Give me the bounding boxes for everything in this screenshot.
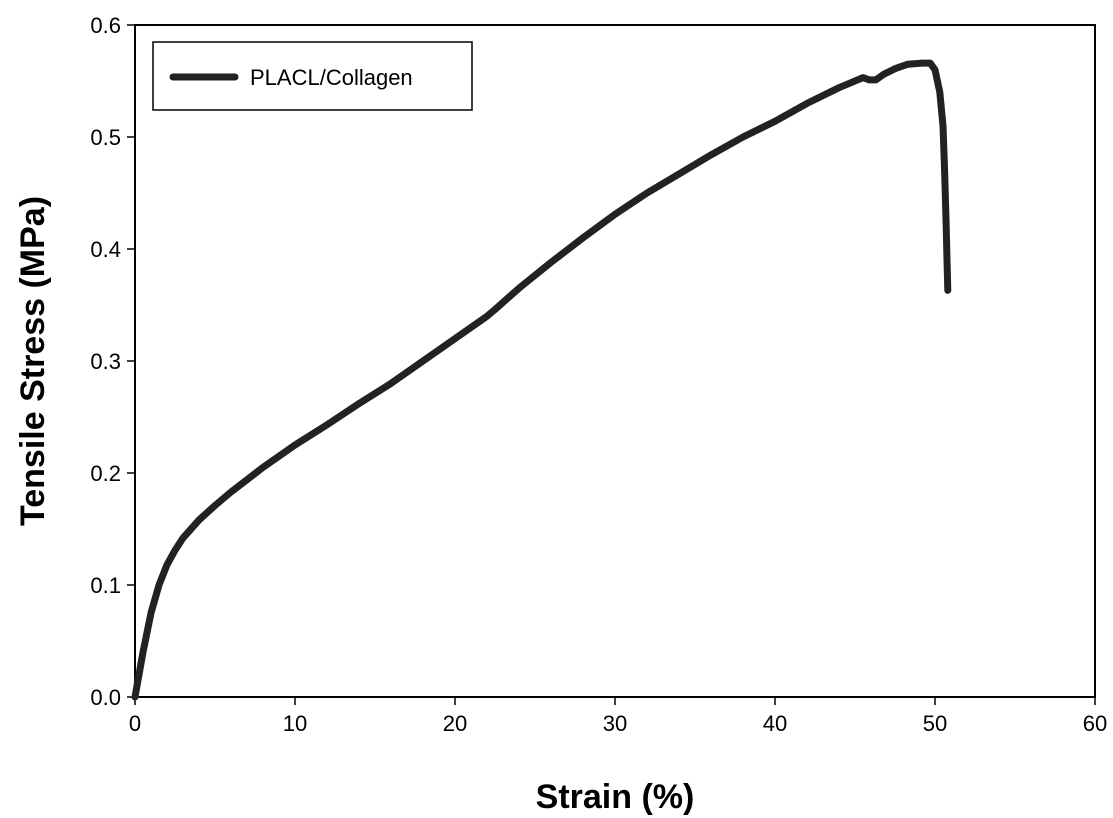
y-tick-label: 0.0 bbox=[90, 685, 121, 710]
x-axis-title: Strain (%) bbox=[536, 778, 695, 816]
y-tick-label: 0.1 bbox=[90, 573, 121, 598]
series-line-placl-collagen bbox=[131, 59, 952, 701]
y-axis-title: Tensile Stress (MPa) bbox=[14, 196, 52, 526]
plot-frame bbox=[134, 24, 1096, 698]
legend-label: PLACL/Collagen bbox=[250, 65, 413, 90]
x-tick-label: 20 bbox=[443, 711, 467, 736]
axis-ticks bbox=[127, 24, 1096, 705]
tick-labels: 0 10 20 30 40 50 60 0.0 0.1 0.2 0.3 0.4 0.5 0.6 bbox=[90, 13, 1107, 736]
x-tick-label: 10 bbox=[283, 711, 307, 736]
y-tick-label: 0.6 bbox=[90, 13, 121, 38]
y-tick-label: 0.2 bbox=[90, 461, 121, 486]
y-tick-label: 0.4 bbox=[90, 237, 121, 262]
x-tick-label: 30 bbox=[603, 711, 627, 736]
x-tick-label: 40 bbox=[763, 711, 787, 736]
legend: PLACL/Collagen bbox=[152, 41, 473, 111]
y-tick-label: 0.3 bbox=[90, 349, 121, 374]
x-tick-label: 60 bbox=[1083, 711, 1107, 736]
x-tick-label: 50 bbox=[923, 711, 947, 736]
y-tick-label: 0.5 bbox=[90, 125, 121, 150]
x-tick-label: 0 bbox=[129, 711, 141, 736]
